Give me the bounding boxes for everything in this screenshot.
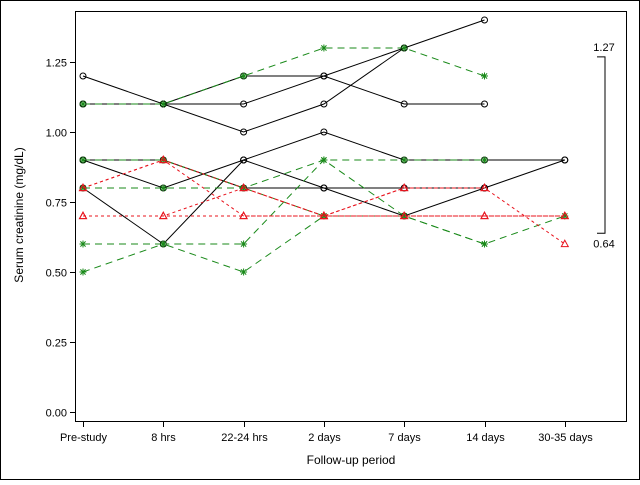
x-axis-title: Follow-up period: [307, 453, 396, 467]
data-point-star: [159, 240, 167, 248]
series-layer: [78, 16, 570, 276]
reference-high-label: 1.27: [593, 42, 614, 54]
series-line: [82, 159, 565, 245]
x-tick-label: 7 days: [388, 432, 421, 444]
series-6: [79, 156, 569, 248]
series-7: [79, 44, 488, 108]
data-point-circle: [481, 100, 488, 108]
plot-area-frame: [75, 11, 627, 422]
x-tick-label: 30-35 days: [538, 432, 593, 444]
data-point-triangle: [560, 211, 570, 220]
data-point-star: [240, 240, 248, 248]
data-point-star: [240, 72, 248, 80]
y-tick-label: 0.25: [46, 338, 67, 350]
data-point-star: [400, 44, 408, 52]
series-line: [83, 187, 485, 217]
data-point-star: [79, 268, 87, 276]
data-point-triangle: [239, 183, 248, 192]
data-point-circle: [240, 156, 248, 164]
data-point-star: [159, 184, 167, 192]
data-point-star: [481, 156, 488, 164]
x-tick-label: 22-24 hrs: [221, 432, 268, 444]
data-point-triangle: [158, 155, 168, 164]
x-tick-label: 2 days: [308, 432, 341, 444]
reference-range-bracket: 1.27 0.64: [593, 42, 614, 250]
data-point-triangle: [399, 183, 409, 192]
y-tick-label: 1.25: [46, 58, 67, 70]
data-point-circle: [240, 128, 248, 136]
y-tick-label: 0.50: [46, 268, 67, 280]
x-tick-label: 14 days: [466, 432, 505, 444]
y-tick-label: 0.75: [46, 198, 67, 210]
data-point-star: [240, 268, 248, 276]
series-9: [79, 156, 569, 248]
data-point-triangle: [560, 239, 570, 248]
data-point-triangle: [78, 211, 88, 220]
series-15: [78, 183, 489, 220]
axes-layer: 0.00 0.25 0.50 0.75 1.00 1.25 Pre-study 8 hrs 22…: [46, 58, 594, 445]
series-1: [79, 72, 488, 108]
data-point-circle: [400, 100, 408, 108]
reference-bracket-line: [597, 56, 606, 234]
x-tick-label: Pre-study: [60, 432, 108, 444]
data-point-triangle: [480, 183, 489, 192]
data-point-triangle: [319, 211, 329, 220]
series-line: [83, 47, 485, 105]
data-point-triangle: [239, 211, 248, 220]
data-point-star: [481, 72, 488, 80]
data-point-circle: [320, 100, 328, 108]
y-tick-label: 1.00: [46, 128, 67, 140]
series-line: [83, 159, 485, 189]
data-point-circle: [561, 156, 569, 164]
data-point-circle: [481, 16, 488, 24]
data-point-circle: [79, 72, 87, 80]
data-point-triangle: [399, 211, 409, 220]
series-line: [83, 215, 405, 273]
data-point-triangle: [158, 211, 168, 220]
reference-low-label: 0.64: [593, 238, 614, 250]
data-point-triangle: [78, 183, 88, 192]
data-point-star: [400, 156, 408, 164]
series-line: [82, 159, 566, 245]
series-14: [78, 155, 570, 248]
data-point-star: [79, 100, 87, 108]
data-point-triangle: [480, 211, 489, 220]
series-3: [79, 44, 408, 136]
data-point-star: [481, 240, 488, 248]
data-point-star: [320, 156, 328, 164]
data-point-star: [159, 100, 167, 108]
data-point-circle: [320, 72, 328, 80]
data-point-circle: [320, 184, 328, 192]
x-tick-label: 8 hrs: [151, 432, 176, 444]
data-point-star: [320, 44, 328, 52]
data-point-circle: [240, 100, 248, 108]
data-point-star: [79, 240, 87, 248]
y-axis-title: Serum creatinine (mg/dL): [12, 147, 26, 282]
series-line: [83, 159, 565, 245]
data-point-star: [400, 212, 408, 220]
series-line: [83, 47, 405, 133]
data-point-star: [79, 156, 87, 164]
series-12: [78, 155, 570, 220]
y-tick-label: 0.00: [46, 408, 67, 420]
series-11: [79, 156, 488, 276]
series-line: [82, 75, 485, 105]
data-point-circle: [320, 128, 328, 136]
